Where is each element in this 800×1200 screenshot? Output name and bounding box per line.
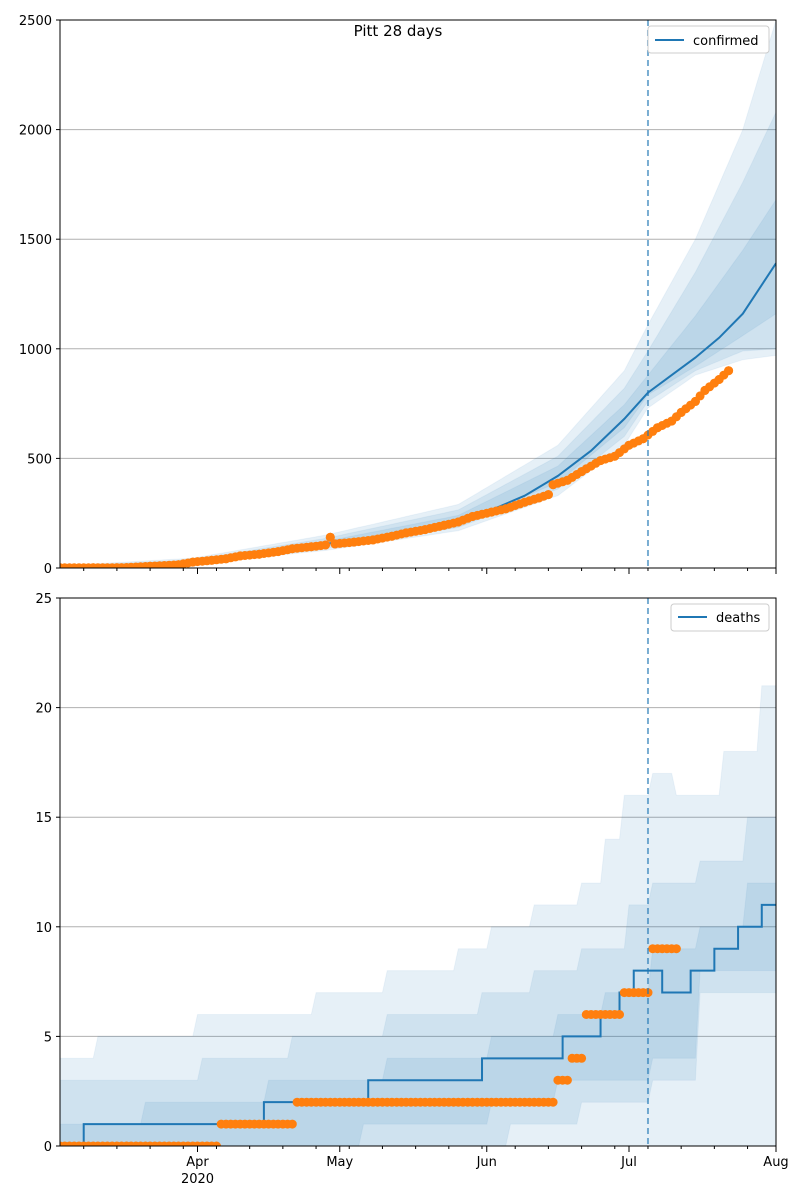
observed-point xyxy=(638,434,648,444)
observed-point xyxy=(88,563,98,568)
confirmed-panel: 0 500 1000 1500 2000 2500 Pitt 28 days confir… xyxy=(19,14,777,577)
y-tick-label: 1000 xyxy=(19,343,52,358)
uncertainty-band xyxy=(60,882,776,1146)
confirmed-observed-points xyxy=(60,366,734,568)
deaths-y-axis: 0 5 10 15 20 25 xyxy=(35,592,60,1155)
deaths-observed-points xyxy=(60,944,681,1146)
observed-point xyxy=(401,528,411,538)
observed-point xyxy=(254,549,264,559)
observed-point xyxy=(667,416,677,426)
deaths-x-axis: Apr 2020 May Jun Jul Aug xyxy=(83,1146,789,1187)
observed-point xyxy=(714,375,724,384)
uncertainty-band xyxy=(60,111,776,568)
observed-point xyxy=(520,497,530,507)
uncertainty-band xyxy=(60,816,776,1146)
observed-point xyxy=(287,1119,297,1129)
x-tick-label: Jul xyxy=(620,1155,637,1170)
observed-point xyxy=(188,557,198,567)
confirmed-axes-frame xyxy=(59,19,777,569)
observed-point xyxy=(624,440,634,450)
confirmed-bands xyxy=(60,20,776,568)
y-tick-label: 0 xyxy=(44,562,52,577)
y-tick-label: 20 xyxy=(35,702,52,717)
observed-point xyxy=(387,531,397,541)
deaths-legend-box xyxy=(670,603,770,632)
confirmed-legend-label: confirmed xyxy=(693,34,759,49)
observed-point xyxy=(60,563,65,568)
observed-point xyxy=(207,555,217,565)
deaths-axes-frame xyxy=(59,597,777,1147)
observed-point xyxy=(439,520,449,530)
deaths-legend-label: deaths xyxy=(716,611,761,626)
observed-point xyxy=(548,1097,558,1107)
deaths-legend: deaths xyxy=(670,603,770,632)
observed-point xyxy=(453,517,463,527)
observed-point xyxy=(174,560,183,568)
observed-point xyxy=(368,535,378,545)
observed-point xyxy=(273,547,283,557)
y-tick-label: 2000 xyxy=(19,124,52,139)
observed-point xyxy=(330,539,340,549)
y-tick-label: 15 xyxy=(35,811,52,826)
observed-point xyxy=(287,544,297,554)
observed-point xyxy=(306,542,316,552)
uncertainty-band xyxy=(60,685,776,1146)
observed-point xyxy=(543,490,553,500)
observed-point xyxy=(596,456,606,466)
observed-point xyxy=(676,407,686,417)
observed-point xyxy=(671,944,681,954)
observed-point xyxy=(690,396,700,406)
observed-point xyxy=(548,480,558,490)
y-tick-label: 5 xyxy=(44,1030,52,1045)
observed-point xyxy=(321,540,330,550)
observed-point xyxy=(212,1141,221,1146)
observed-point xyxy=(610,451,620,461)
observed-point xyxy=(121,563,131,568)
uncertainty-band xyxy=(60,20,776,568)
y-tick-label: 2500 xyxy=(19,14,52,29)
deaths-bands xyxy=(60,685,776,1146)
x-tick-sublabel: 2020 xyxy=(181,1172,214,1187)
observed-point xyxy=(145,561,155,568)
x-tick-label: May xyxy=(326,1155,353,1170)
y-tick-label: 25 xyxy=(35,592,52,607)
y-tick-label: 500 xyxy=(27,452,52,467)
observed-point xyxy=(562,1075,572,1085)
confirmed-legend-box xyxy=(647,25,770,54)
confirmed-y-axis: 0 500 1000 1500 2000 2500 xyxy=(19,14,60,577)
observed-point xyxy=(325,532,335,542)
observed-point xyxy=(615,1010,624,1019)
observed-point xyxy=(577,467,587,477)
observed-point xyxy=(349,537,359,547)
deaths-grid xyxy=(60,707,776,1037)
observed-point xyxy=(577,1053,587,1063)
observed-point xyxy=(235,551,245,561)
observed-point xyxy=(534,493,544,503)
x-tick-label: Apr xyxy=(186,1155,209,1170)
observed-point xyxy=(487,507,496,517)
y-tick-label: 0 xyxy=(44,1140,52,1155)
observed-point xyxy=(501,504,511,514)
x-tick-label: Jun xyxy=(476,1155,497,1170)
observed-point xyxy=(221,554,231,564)
deaths-panel: 0 5 10 15 20 25 Apr 2020 May Jun Jul Aug deaths xyxy=(35,592,789,1187)
confirmed-legend: confirmed xyxy=(647,25,770,54)
confirmed-grid xyxy=(60,129,776,459)
observed-point xyxy=(468,512,477,521)
y-tick-label: 10 xyxy=(35,921,52,936)
observed-point xyxy=(653,423,662,433)
observed-point xyxy=(562,475,572,485)
observed-point xyxy=(700,385,710,395)
y-tick-label: 1500 xyxy=(19,233,52,248)
x-tick-label: Aug xyxy=(763,1155,788,1170)
observed-point xyxy=(724,366,734,376)
chart-title: Pitt 28 days xyxy=(354,22,443,40)
confirmed-x-axis xyxy=(83,568,777,574)
observed-point xyxy=(420,525,430,535)
